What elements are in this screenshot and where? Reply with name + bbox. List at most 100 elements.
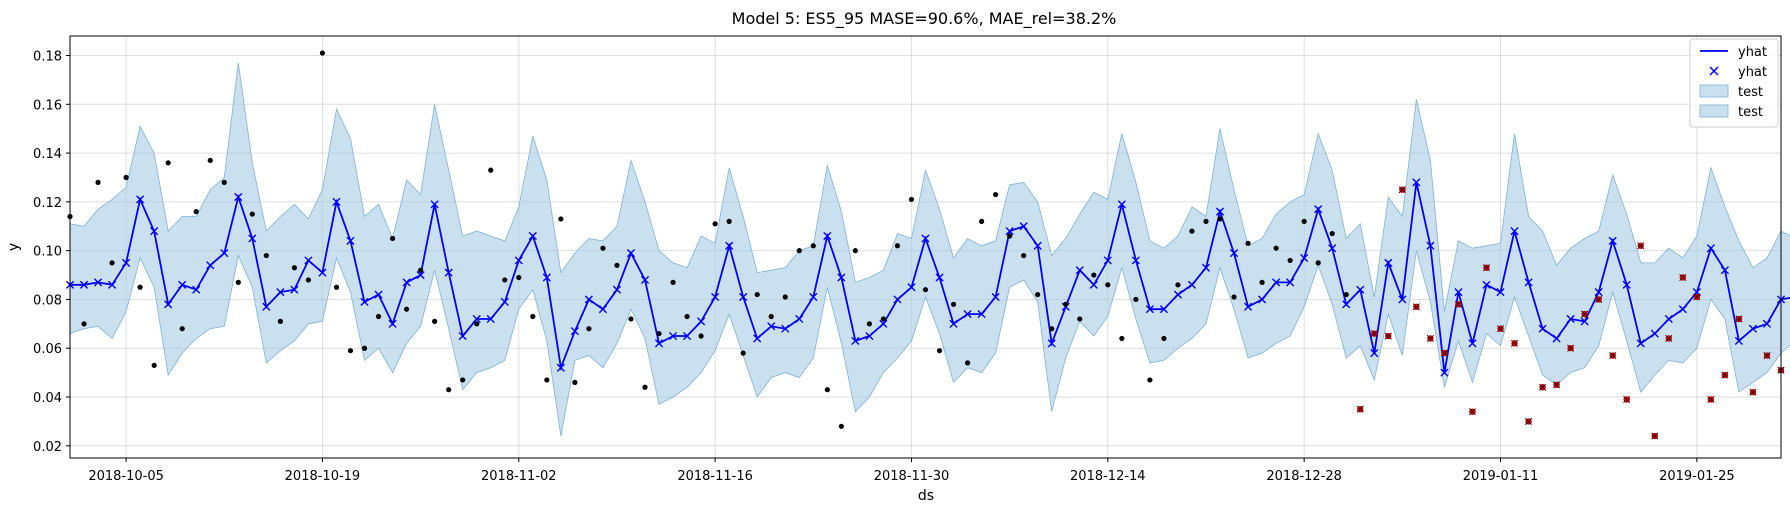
yhat-marker [1075,266,1084,275]
yhat-marker [332,197,341,206]
yhat-marker [416,270,425,280]
y-tick-label: 0.16 [33,98,62,113]
actual-point [291,265,297,271]
yhat-marker [963,309,972,319]
actual-point [1021,252,1027,259]
actual-point [950,301,957,307]
yhat-marker [178,280,187,289]
actual-point [1245,240,1251,246]
legend-band-swatch-1 [1699,84,1729,98]
y-tick-label: 0.04 [33,391,62,406]
yhat-marker [220,249,229,258]
actual-point [880,316,887,322]
actual-point [403,306,410,312]
actual-point [361,345,368,351]
yhat-marker [1005,227,1014,236]
y-axis-label: y [6,243,22,251]
yhat-marker [1229,249,1239,258]
actual-point [432,318,438,324]
actual-point [474,321,480,327]
actual-test-point [1356,405,1364,413]
yhat-marker [697,317,706,326]
yhat-marker [234,192,243,202]
actual-point [936,348,943,354]
yhat-marker [1047,339,1056,348]
yhat-marker [1314,205,1323,214]
y-axis: 0.02 0.04 0.06 0.08 0.10 0.12 0.14 0.16 0.18 [33,50,70,455]
yhat-marker [1103,256,1112,265]
yhat-marker [1650,329,1659,338]
yhat-marker [1286,278,1295,287]
yhat-marker [598,305,608,314]
actual-point [754,291,760,298]
actual-point [516,274,522,281]
legend-band-swatch-2 [1699,104,1729,118]
actual-point [600,245,606,251]
actual-points [67,50,1785,440]
actual-point [1119,335,1125,342]
actual-point [221,179,227,185]
actual-test-point [1525,417,1533,425]
actual-point [684,313,690,320]
actual-point [740,350,746,356]
actual-point [446,387,452,393]
yhat-marker [1636,339,1645,348]
yhat-line [70,182,1790,373]
y-tick-label: 0.12 [33,196,62,211]
yhat-marker [584,295,594,304]
x-tick-label: 2018-11-16 [677,469,753,484]
yhat-marker [1412,178,1421,187]
actual-point [993,191,999,198]
yhat-marker [1370,349,1379,358]
yhat-marker [1566,314,1575,324]
yhat-marker [879,319,888,328]
actual-point [1217,216,1223,222]
actual-test-point [1763,351,1771,360]
actual-point [1175,282,1181,288]
actual-point [782,294,788,300]
yhat-marker [556,363,565,372]
y-tick-label: 0.18 [33,50,62,65]
yhat-marker [93,278,103,287]
actual-point [628,316,634,322]
yhat-marker [318,268,327,277]
yhat-marker [1734,336,1744,346]
yhat-marker [1706,244,1715,253]
actual-point [908,196,915,203]
actual-point [1329,230,1335,237]
x-axis-label: ds [918,488,934,504]
yhat-marker [739,292,748,302]
yhat-marker [1552,334,1561,343]
x-tick-label: 2018-11-02 [481,469,557,484]
actual-test-point [1665,334,1673,343]
y-tick-label: 0.08 [33,293,62,308]
x-tick-label: 2018-12-14 [1070,469,1146,484]
actual-test-point [1609,351,1617,360]
actual-point [614,262,620,268]
actual-point [964,360,971,366]
actual-point [137,284,143,290]
yhat-marker [1580,317,1589,326]
actual-point [978,218,985,224]
yhat-marker [248,234,257,243]
actual-test-point [1581,310,1589,318]
yhat-marker [851,336,860,346]
yhat-marker [935,273,944,282]
yhat-marker [136,195,145,204]
x-tick-label: 2018-11-30 [874,469,950,484]
yhat-marker [472,314,481,324]
yhat-marker [1033,241,1042,250]
actual-test-point [1693,293,1701,301]
yhat-marker [795,314,804,324]
actual-point [375,313,382,320]
actual-test-point [1412,303,1420,311]
yhat-marker [1272,278,1281,287]
actual-point [838,423,844,429]
yhat-marker [1159,305,1169,314]
yhat-marker [682,331,692,341]
actual-point [1343,291,1349,298]
legend-marker-swatch [1709,66,1719,76]
actual-point [1091,272,1097,278]
yhat-marker [1398,295,1407,304]
actual-point [151,362,157,368]
